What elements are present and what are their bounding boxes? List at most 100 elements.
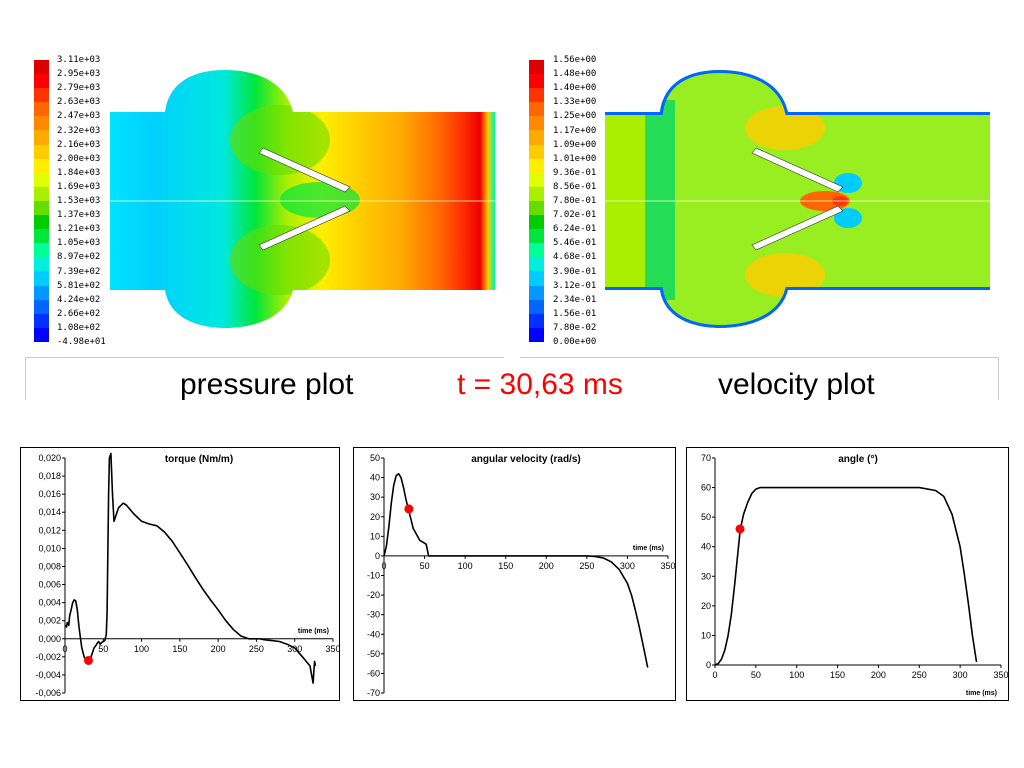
x-tick-label: 350 [325, 644, 339, 654]
x-tick-label: 200 [211, 644, 226, 654]
x-tick-label: 300 [620, 561, 635, 571]
y-tick-label: 0,012 [38, 525, 61, 535]
series-line [383, 472, 649, 668]
y-tick-label: 0,004 [38, 598, 61, 608]
legend-swatch [529, 158, 544, 173]
x-tick-label: 50 [420, 561, 430, 571]
x-tick-label: 0 [712, 670, 717, 680]
x-tick-label: 100 [789, 670, 804, 680]
legend-label: 0.00e+00 [553, 337, 597, 347]
legend-label: 1.69e+03 [57, 181, 101, 192]
y-tick-label: -50 [367, 649, 380, 659]
current-time-marker [83, 655, 93, 665]
legend-label: 7.80e-02 [553, 322, 597, 333]
legend-swatch [529, 88, 544, 103]
torque-chart-panel: 0,020 0,018 0,016 0,014 0,012 0,010 0,008 0,006… [20, 447, 341, 701]
legend-swatch [529, 172, 544, 187]
time-caption: t = 30,63 ms [457, 368, 623, 401]
y-tick-label: 0,006 [38, 580, 61, 590]
x-tick-label: 250 [249, 644, 264, 654]
y-tick-label: 0,018 [38, 471, 61, 481]
legend-label: 4.24e+02 [57, 294, 101, 305]
chart-title: torque (Nm/m) [165, 454, 233, 465]
y-tick-label: -0,006 [35, 688, 61, 698]
legend-label: 1.37e+03 [57, 210, 101, 221]
legend-swatch [34, 271, 49, 286]
y-tick-label: 0 [706, 660, 711, 670]
x-tick-label: 150 [498, 561, 513, 571]
legend-swatch [34, 130, 49, 145]
y-tick-label: 50 [701, 512, 711, 522]
legend-swatch [34, 229, 49, 244]
legend-label: 8.97e+02 [57, 252, 101, 263]
y-tick-label: -70 [367, 688, 380, 698]
y-tick-label: 0,008 [38, 561, 61, 571]
y-tick-label: 0,002 [38, 616, 61, 626]
y-tick-label: 20 [701, 601, 711, 611]
x-tick-label: 350 [660, 561, 675, 571]
y-tick-label: 0,014 [38, 507, 61, 517]
legend-swatch [529, 116, 544, 131]
current-time-marker [404, 504, 414, 514]
chart-title: angle (°) [838, 454, 878, 465]
legend-label: 1.84e+03 [57, 167, 101, 178]
y-tick-label: 30 [370, 492, 380, 502]
torque-chart: 0,020 0,018 0,016 0,014 0,012 0,010 0,008 0,006… [35, 452, 341, 698]
legend-label: 2.00e+03 [57, 153, 101, 164]
legend-label: 1.40e+00 [553, 83, 597, 94]
legend-label: 7.80e-01 [553, 196, 597, 206]
y-tick-label: -30 [367, 610, 380, 620]
x-tick-label: 0 [62, 644, 67, 654]
legend-label: 3.12e-01 [553, 280, 597, 291]
legend-label: 1.17e+00 [553, 125, 597, 136]
velocity-legend-bar [529, 60, 544, 342]
legend-swatch [34, 327, 49, 342]
legend-swatch [34, 285, 49, 300]
caption-frame-right [520, 357, 999, 400]
legend-label: 5.46e-01 [553, 238, 597, 249]
y-tick-label: -20 [367, 590, 380, 600]
legend-swatch [529, 144, 544, 159]
velocity-plot-caption: velocity plot [718, 368, 875, 401]
legend-label: 1.48e+00 [553, 69, 597, 80]
pressure-legend-bar [34, 60, 49, 342]
chart-title: angular velocity (rad/s) [471, 454, 580, 465]
velocity-contour-plot [605, 70, 990, 328]
legend-swatch [34, 74, 49, 89]
x-tick-label: 50 [751, 670, 761, 680]
x-tick-label: 200 [539, 561, 554, 571]
legend-swatch [34, 200, 49, 216]
legend-swatch [34, 88, 49, 103]
legend-swatch [34, 215, 49, 230]
y-tick-label: 60 [701, 483, 711, 493]
y-tick-label: -10 [367, 571, 380, 581]
legend-swatch [529, 285, 544, 300]
legend-swatch [529, 186, 544, 201]
x-tick-label: 100 [134, 644, 149, 654]
y-tick-label: 20 [370, 512, 380, 522]
legend-label: -4.98e+01 [57, 337, 106, 347]
legend-swatch [34, 60, 49, 75]
legend-swatch [529, 102, 544, 117]
legend-swatch [34, 313, 49, 328]
legend-label: 3.90e-01 [553, 266, 597, 277]
legend-swatch [529, 271, 544, 286]
current-time-marker [735, 524, 745, 534]
x-axis-label: time (ms) [966, 690, 997, 697]
y-tick-label: 0,020 [38, 453, 61, 463]
legend-label: 1.33e+00 [553, 97, 597, 108]
y-tick-label: 0 [375, 551, 380, 561]
legend-label: 4.68e-01 [553, 252, 597, 263]
legend-swatch [34, 243, 49, 258]
legend-label: 1.21e+03 [57, 224, 101, 235]
legend-swatch [529, 229, 544, 244]
legend-swatch [529, 200, 544, 216]
legend-swatch [34, 172, 49, 187]
y-tick-label: 40 [701, 542, 711, 552]
legend-swatch [34, 257, 49, 272]
legend-swatch [34, 144, 49, 159]
series-line [64, 452, 317, 684]
legend-label: 2.95e+03 [57, 69, 101, 80]
series-line [714, 486, 978, 666]
